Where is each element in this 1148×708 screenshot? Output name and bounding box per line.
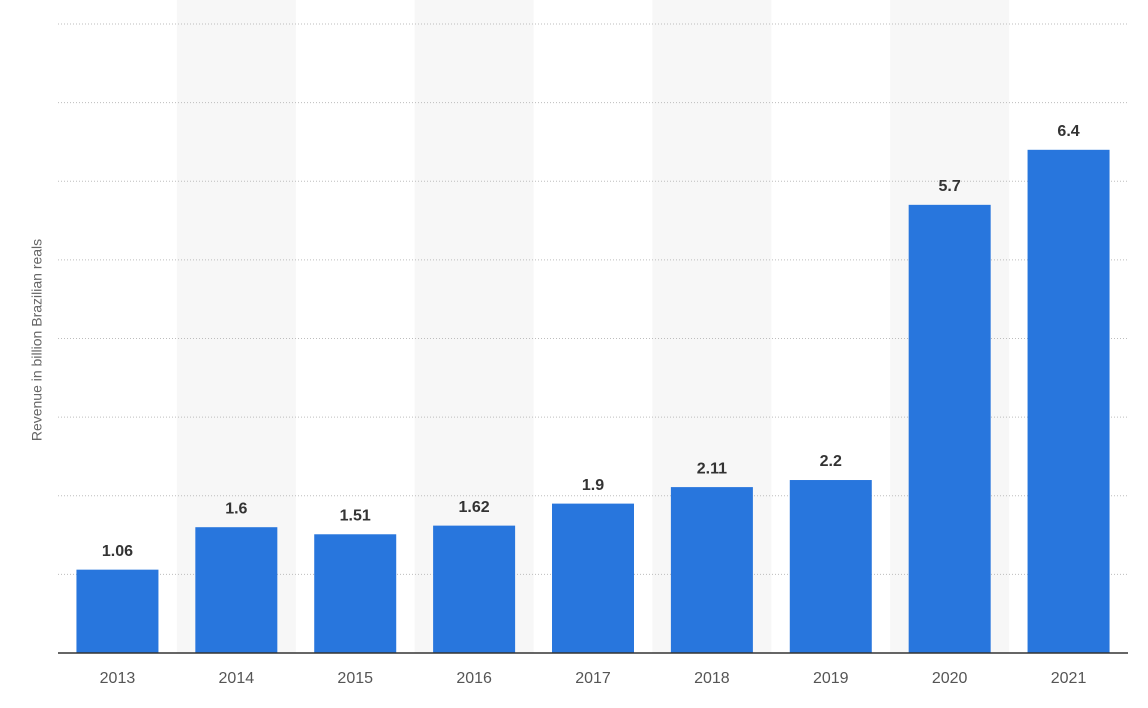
x-tick-label: 2021 [1051,670,1087,687]
x-tick-label: 2017 [575,670,611,687]
bar [552,503,634,653]
value-label: 1.62 [459,499,490,516]
bar [670,487,753,653]
value-label: 1.9 [582,477,604,494]
value-label: 2.2 [820,453,842,470]
bar [1027,149,1110,654]
bar [195,527,278,653]
bar [908,204,991,653]
bar [76,569,159,653]
x-tick-label: 2019 [813,670,849,687]
x-tick-label: 2020 [932,670,968,687]
value-label: 1.6 [225,500,247,517]
x-tick-label: 2013 [100,670,136,687]
y-axis-title: Revenue in billion Brazilian reals [29,239,45,441]
bar [314,534,397,653]
x-tick-label: 2015 [337,670,373,687]
value-label: 5.7 [939,178,961,195]
value-label: 1.06 [102,543,133,560]
value-label: 1.51 [340,507,371,524]
x-tick-label: 2018 [694,670,730,687]
value-label: 2.11 [697,460,727,477]
x-tick-label: 2014 [219,670,255,687]
bar [433,525,516,653]
value-label: 6.4 [1057,123,1079,140]
bar [789,480,872,653]
x-tick-label: 2016 [456,670,492,687]
